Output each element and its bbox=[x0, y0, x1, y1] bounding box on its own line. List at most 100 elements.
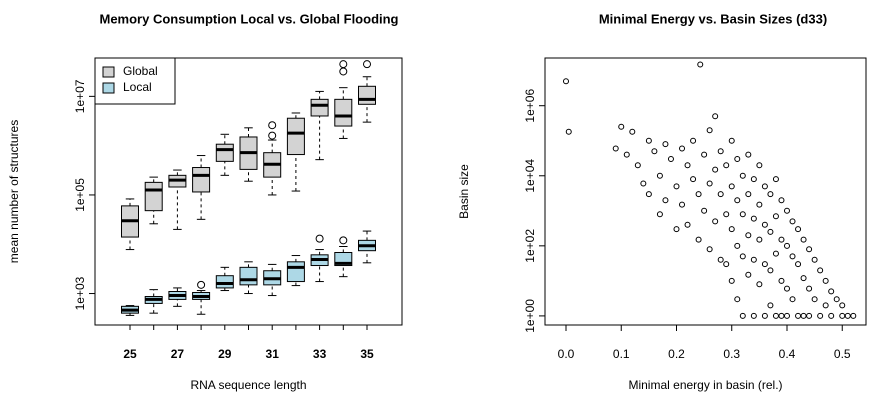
point bbox=[811, 296, 818, 303]
y-tick-label: 1e+06 bbox=[523, 89, 537, 123]
point bbox=[656, 211, 663, 218]
point bbox=[697, 61, 704, 68]
point bbox=[800, 275, 807, 282]
x-tick-label: 29 bbox=[218, 347, 232, 361]
point bbox=[789, 296, 796, 303]
outlier bbox=[268, 121, 277, 130]
point bbox=[739, 172, 746, 179]
x-axis-label: RNA sequence length bbox=[190, 378, 306, 392]
point bbox=[795, 312, 802, 319]
point bbox=[701, 151, 708, 158]
point bbox=[761, 221, 768, 228]
y-tick-label: 1e+04 bbox=[523, 159, 537, 193]
box bbox=[144, 181, 163, 212]
outlier bbox=[363, 60, 371, 69]
point bbox=[728, 183, 735, 190]
point bbox=[651, 148, 658, 155]
point bbox=[767, 228, 774, 235]
point bbox=[695, 236, 702, 243]
x-tick-label: 0.0 bbox=[558, 347, 575, 361]
point bbox=[795, 261, 802, 268]
point bbox=[800, 312, 807, 319]
outlier bbox=[197, 280, 206, 289]
outlier bbox=[339, 60, 348, 69]
x-tick-label: 31 bbox=[266, 347, 280, 361]
point bbox=[690, 137, 697, 144]
point bbox=[662, 197, 669, 204]
point bbox=[679, 201, 686, 208]
point bbox=[634, 162, 641, 169]
point bbox=[778, 197, 785, 204]
point bbox=[645, 191, 652, 198]
y-tick-label: 1e+03 bbox=[73, 276, 87, 310]
point bbox=[745, 232, 752, 239]
legend-swatch bbox=[102, 82, 115, 94]
x-tick-label: 0.4 bbox=[779, 347, 796, 361]
point bbox=[783, 285, 790, 292]
point bbox=[717, 256, 724, 263]
point bbox=[728, 226, 735, 233]
legend-swatch bbox=[102, 66, 115, 78]
point bbox=[565, 128, 572, 135]
point bbox=[806, 246, 813, 253]
point bbox=[789, 218, 796, 225]
point bbox=[706, 246, 713, 253]
point bbox=[712, 218, 719, 225]
point bbox=[734, 242, 741, 249]
point bbox=[662, 141, 669, 148]
box bbox=[192, 167, 211, 193]
x-tick-label: 0.1 bbox=[613, 347, 630, 361]
y-axis-label: Basin size bbox=[457, 164, 471, 219]
point bbox=[783, 312, 790, 319]
legend-label: Local bbox=[123, 80, 152, 94]
point bbox=[806, 285, 813, 292]
point bbox=[739, 312, 746, 319]
point bbox=[756, 281, 763, 288]
outlier bbox=[339, 67, 348, 76]
legend-box bbox=[94, 57, 176, 105]
point bbox=[761, 261, 768, 268]
point bbox=[772, 250, 779, 257]
point bbox=[772, 312, 779, 319]
point bbox=[745, 271, 752, 278]
point bbox=[828, 288, 835, 295]
point bbox=[734, 296, 741, 303]
box bbox=[310, 98, 329, 117]
point bbox=[761, 183, 768, 190]
point bbox=[817, 267, 824, 274]
point bbox=[817, 312, 824, 319]
box bbox=[215, 143, 234, 162]
x-tick-label: 33 bbox=[313, 347, 327, 361]
point bbox=[623, 151, 630, 158]
point bbox=[640, 180, 647, 187]
point bbox=[667, 156, 674, 163]
point bbox=[723, 162, 730, 169]
point bbox=[612, 145, 619, 152]
point bbox=[778, 312, 785, 319]
point bbox=[839, 302, 846, 309]
y-tick-label: 1e+02 bbox=[523, 229, 537, 263]
point bbox=[756, 162, 763, 169]
point bbox=[723, 261, 730, 268]
y-tick-label: 1e+07 bbox=[73, 79, 87, 113]
point bbox=[783, 242, 790, 249]
point bbox=[761, 312, 768, 319]
point bbox=[811, 256, 818, 263]
box bbox=[215, 275, 234, 289]
point bbox=[828, 312, 835, 319]
outlier bbox=[315, 234, 324, 243]
point bbox=[745, 151, 752, 158]
point bbox=[706, 180, 713, 187]
point bbox=[618, 123, 625, 130]
box bbox=[334, 98, 353, 127]
point bbox=[739, 211, 746, 218]
point bbox=[772, 213, 779, 220]
x-tick-label: 0.2 bbox=[668, 347, 685, 361]
outlier bbox=[339, 236, 348, 245]
box bbox=[358, 85, 376, 105]
point bbox=[679, 145, 686, 152]
y-tick-label: 1e+00 bbox=[523, 299, 537, 333]
x-tick-label: 35 bbox=[360, 347, 374, 361]
point bbox=[690, 176, 697, 183]
